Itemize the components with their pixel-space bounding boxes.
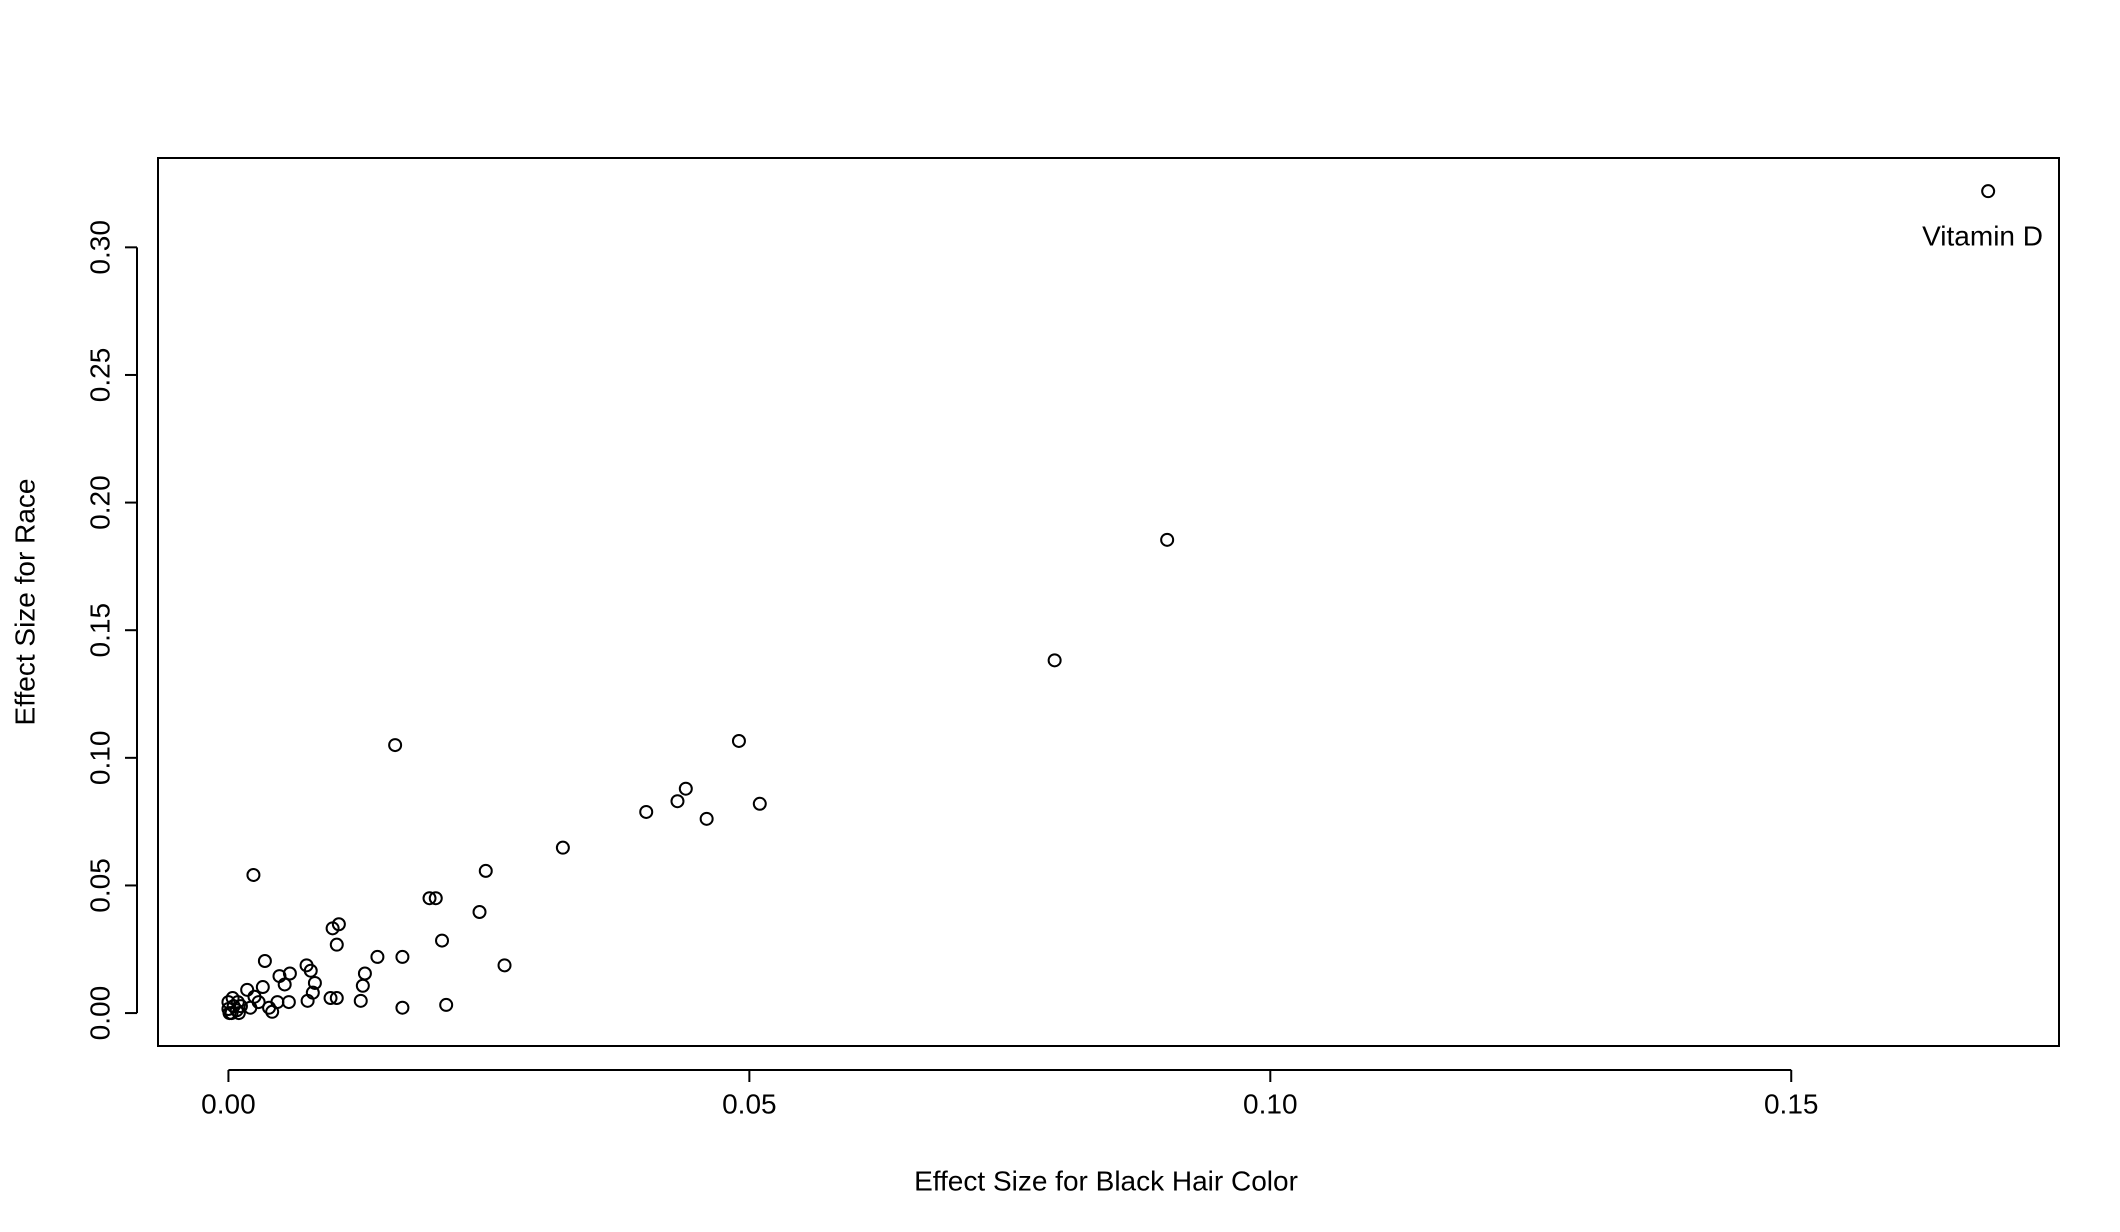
y-tick-label: 0.20 [84, 475, 115, 530]
point [231, 1006, 246, 1021]
y-tick-label: 0.05 [84, 858, 115, 913]
point [222, 1006, 237, 1021]
point [395, 949, 410, 964]
annotation: Vitamin D [1922, 220, 2043, 251]
point [428, 891, 443, 906]
y-tick-label: 0.00 [84, 986, 115, 1040]
point [281, 995, 296, 1010]
point [639, 804, 654, 819]
x-axis-title: Effect Size for Black Hair Color [914, 1165, 1298, 1196]
x-tick-label: 0.05 [722, 1088, 777, 1119]
x-tick-label: 0.00 [201, 1088, 256, 1119]
x-tick-label: 0.15 [1764, 1088, 1819, 1119]
point [555, 840, 570, 855]
point [262, 1000, 277, 1015]
x-tick-label: 0.10 [1243, 1088, 1298, 1119]
y-axis-title: Effect Size for Race [9, 479, 40, 726]
point [355, 978, 370, 993]
point [243, 1000, 258, 1015]
point [1160, 532, 1175, 547]
y-tick-label: 0.25 [84, 348, 115, 403]
point [265, 1004, 280, 1019]
point [246, 867, 261, 882]
point [277, 977, 292, 992]
point [307, 975, 322, 990]
point [388, 738, 403, 753]
point [670, 794, 685, 809]
point [353, 993, 368, 1008]
point [1047, 653, 1062, 668]
point [229, 1003, 244, 1018]
point [435, 933, 450, 948]
point [395, 1000, 410, 1015]
point [300, 993, 315, 1008]
point [329, 991, 344, 1006]
point [357, 966, 372, 981]
point [1981, 184, 1996, 199]
point [699, 811, 714, 826]
point [303, 963, 318, 978]
point [329, 937, 344, 952]
point [731, 733, 746, 748]
point [478, 863, 493, 878]
point [240, 982, 255, 997]
point [257, 954, 272, 969]
point [233, 999, 248, 1014]
point [678, 781, 693, 796]
point [370, 949, 385, 964]
point [255, 980, 270, 995]
point [422, 891, 437, 906]
plot-box [157, 157, 2060, 1047]
y-tick-label: 0.15 [84, 603, 115, 658]
point [282, 966, 297, 981]
y-tick-label: 0.10 [84, 731, 115, 786]
point [331, 917, 346, 932]
point [439, 997, 454, 1012]
point [472, 904, 487, 919]
point [752, 796, 767, 811]
point [323, 991, 338, 1006]
y-tick-label: 0.30 [84, 220, 115, 274]
point [497, 958, 512, 973]
